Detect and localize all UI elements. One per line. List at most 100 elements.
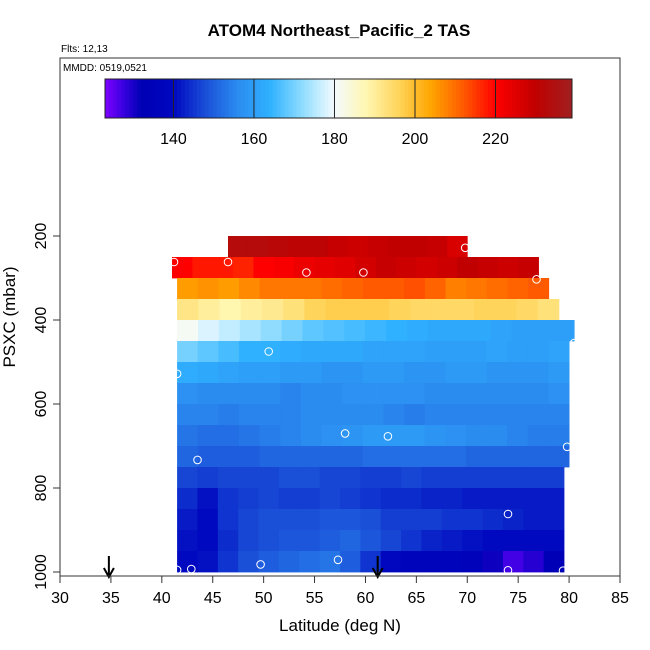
colorbar-strip bbox=[436, 79, 441, 118]
colorbar-strip bbox=[312, 79, 318, 118]
heatmap-cell bbox=[360, 551, 382, 573]
colorbar-strip bbox=[520, 79, 525, 118]
heatmap-cell bbox=[314, 257, 336, 279]
heatmap-cell bbox=[217, 530, 239, 552]
heatmap-cell bbox=[177, 299, 199, 321]
heatmap-cell bbox=[441, 509, 463, 531]
sample-point bbox=[172, 369, 182, 379]
heatmap-cell bbox=[228, 236, 249, 258]
heatmap-cell bbox=[427, 236, 448, 258]
heatmap-cell bbox=[299, 488, 321, 510]
colorbar-strip bbox=[172, 79, 178, 118]
colorbar-strip bbox=[140, 79, 146, 118]
heatmap-cell bbox=[347, 236, 368, 258]
x-tick-label: 40 bbox=[153, 590, 171, 607]
heatmap-cell bbox=[502, 467, 524, 489]
sample-point bbox=[383, 432, 393, 441]
colorbar-strip bbox=[268, 79, 274, 118]
heatmap-cell bbox=[523, 509, 545, 531]
heatmap-cell bbox=[280, 383, 302, 405]
heatmap-cell bbox=[383, 404, 405, 426]
heatmap-cell bbox=[477, 257, 499, 279]
heatmap-cell bbox=[474, 299, 496, 321]
heatmap-cell bbox=[421, 467, 443, 489]
heatmap-cell bbox=[300, 383, 322, 405]
heatmap-cell bbox=[447, 236, 468, 258]
heatmap-cell bbox=[238, 362, 261, 384]
colorbar-strip bbox=[244, 79, 250, 118]
colorbar-strip bbox=[220, 79, 226, 118]
heatmap-cell bbox=[346, 299, 369, 321]
heatmap-cell bbox=[238, 488, 259, 510]
colorbar-strip bbox=[384, 79, 389, 118]
heatmap-cell bbox=[319, 467, 341, 489]
heatmap-cell bbox=[300, 278, 323, 300]
heatmap-cell bbox=[238, 341, 261, 363]
heatmap-cell bbox=[177, 278, 199, 300]
heatmap-cell bbox=[404, 404, 426, 426]
heatmap-cell bbox=[321, 425, 343, 447]
heatmap-cell bbox=[340, 467, 361, 489]
heatmap-cell bbox=[380, 509, 402, 531]
colorbar-strip bbox=[352, 79, 357, 118]
heatmap-cell bbox=[445, 383, 467, 405]
colorbar-strip bbox=[156, 79, 162, 118]
colorbar-strip bbox=[516, 79, 521, 118]
colorbar-strip bbox=[105, 79, 110, 118]
x-tick-label: 85 bbox=[611, 590, 629, 607]
colorbar-strip bbox=[432, 79, 437, 118]
heatmap-cell bbox=[462, 509, 483, 531]
heatmap-cell bbox=[280, 404, 302, 426]
heatmap-cell bbox=[340, 530, 361, 552]
heatmap-cell bbox=[319, 551, 341, 573]
heatmap-cell bbox=[507, 278, 529, 300]
colorbar-strip bbox=[272, 79, 278, 118]
heatmap-cell bbox=[507, 404, 529, 426]
sample-point bbox=[503, 566, 513, 575]
colorbar-strip bbox=[308, 79, 314, 118]
arrow-head bbox=[371, 567, 384, 580]
colorbar-strip bbox=[260, 79, 266, 118]
heatmap-cell bbox=[424, 278, 446, 300]
heatmap-cell bbox=[258, 551, 280, 573]
heatmap-cell bbox=[421, 551, 443, 573]
colorbar-strip bbox=[396, 79, 401, 118]
heatmap-cell bbox=[404, 362, 426, 384]
heatmap-cell bbox=[259, 362, 281, 384]
heatmap-cell bbox=[177, 467, 198, 489]
sample-point bbox=[264, 347, 274, 356]
x-tick-label: 65 bbox=[407, 590, 425, 607]
sample-point bbox=[562, 442, 572, 452]
heatmap-cell bbox=[321, 446, 343, 468]
heatmap-cell bbox=[548, 425, 570, 447]
heatmap-cell bbox=[197, 530, 219, 552]
heatmap-cell bbox=[299, 551, 321, 573]
heatmap-cell bbox=[342, 362, 364, 384]
colorbar-strip bbox=[320, 79, 326, 118]
heatmap-cell bbox=[340, 551, 361, 573]
colorbar-strip bbox=[248, 79, 254, 118]
heatmap-cell bbox=[445, 425, 467, 447]
heatmap-cell bbox=[367, 236, 388, 258]
heatmap-cell bbox=[462, 467, 483, 489]
sample-points bbox=[169, 243, 579, 576]
heatmap-cell bbox=[177, 362, 199, 384]
heatmap-cell bbox=[436, 257, 458, 279]
heatmap-cell bbox=[482, 551, 504, 573]
colorbar-strip bbox=[548, 79, 553, 118]
heatmap-cell bbox=[380, 467, 402, 489]
colorbar-strip bbox=[180, 79, 186, 118]
heatmap-cell bbox=[383, 278, 405, 300]
heatmap-cell bbox=[177, 509, 198, 531]
colorbar-strip bbox=[368, 79, 373, 118]
colorbar-strip bbox=[428, 79, 433, 118]
heatmap-cell bbox=[259, 278, 281, 300]
heatmap-cell bbox=[238, 404, 261, 426]
heatmap-cell bbox=[360, 488, 382, 510]
colorbar-strip bbox=[212, 79, 218, 118]
heatmap-cell bbox=[527, 446, 549, 468]
heatmap-cell bbox=[486, 404, 508, 426]
heatmap-cell bbox=[342, 404, 364, 426]
heatmap-cell bbox=[445, 404, 467, 426]
heatmap-cell bbox=[424, 404, 446, 426]
